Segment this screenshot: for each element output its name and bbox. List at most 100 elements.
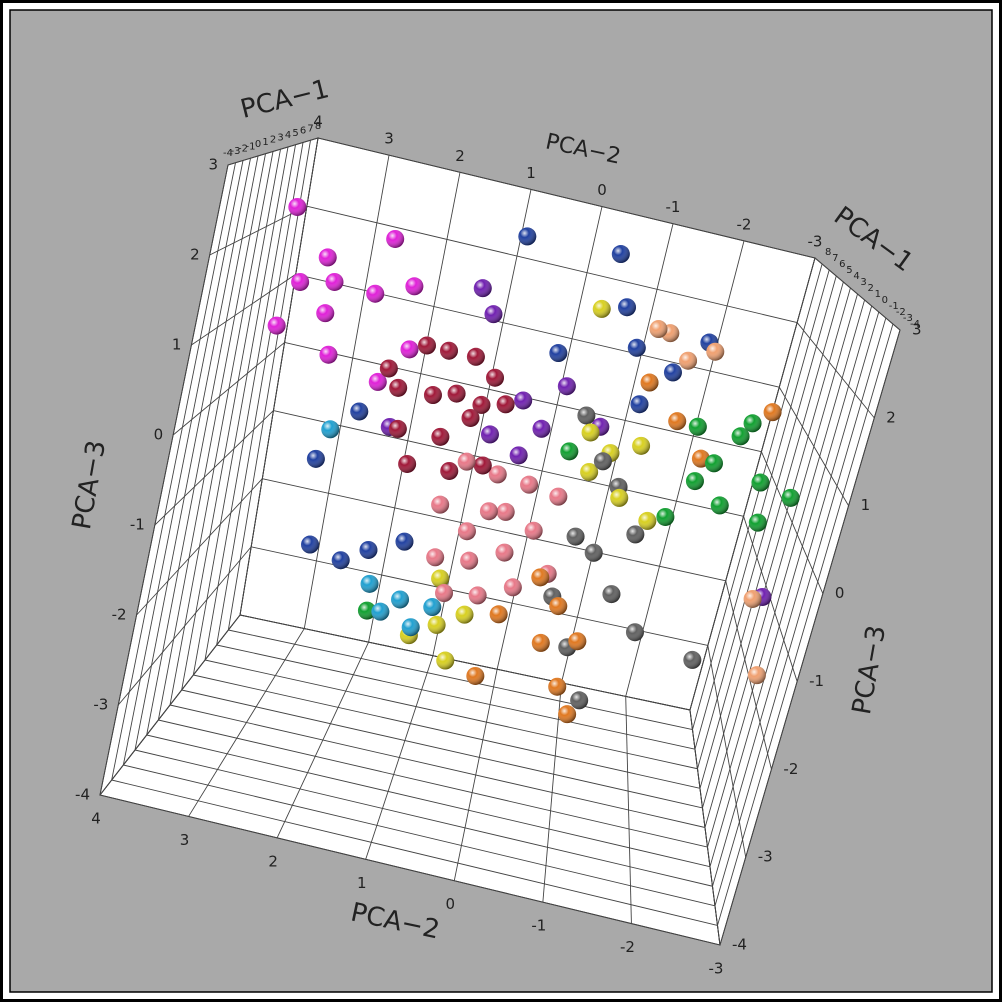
y-tick-label: 4 <box>91 810 101 828</box>
grid-line <box>204 659 698 770</box>
x-tick-label: -3 <box>231 146 241 157</box>
grid-line <box>169 704 706 828</box>
point-shade <box>610 488 629 507</box>
z-tick-label: 1 <box>861 496 871 514</box>
point-shade <box>439 341 458 360</box>
y-tick-label: -3 <box>709 960 724 978</box>
x-tick-label: 4 <box>853 271 859 282</box>
z-tick-label: 2 <box>190 246 200 264</box>
point-shade <box>618 298 637 317</box>
point-shade <box>466 347 485 366</box>
point-shade <box>656 507 675 526</box>
point-shade <box>319 345 338 364</box>
grid-line <box>134 158 251 751</box>
z-tick-label: 3 <box>912 321 922 339</box>
point-shade <box>388 419 407 438</box>
point-shade <box>503 578 522 597</box>
x-tick-label: 0 <box>882 295 888 306</box>
point-shade <box>360 574 379 593</box>
point-shade <box>447 384 466 403</box>
x-tick-label: -4 <box>910 319 920 330</box>
point-shade <box>357 601 376 620</box>
point-shade <box>395 532 414 551</box>
point-shade <box>630 395 649 414</box>
point-shade <box>389 378 408 397</box>
point-shade <box>484 305 503 324</box>
z-tick-label: 2 <box>886 408 896 426</box>
point-shade <box>520 475 539 494</box>
grid-line <box>239 137 319 616</box>
y-tick-label: -1 <box>531 917 546 935</box>
y-tick-label: 2 <box>455 147 465 165</box>
x-tick-label: -1 <box>889 301 899 312</box>
x-tick-label: -3 <box>903 313 913 324</box>
grid-line <box>157 153 266 721</box>
y-tick-label: -2 <box>737 215 752 233</box>
grid-line <box>432 189 532 656</box>
grid-line <box>181 149 281 691</box>
point-shade <box>548 677 567 696</box>
grid-line <box>694 269 830 750</box>
point-shade <box>306 449 325 468</box>
point-shade <box>549 344 568 363</box>
point-shade <box>368 372 387 391</box>
point-shade <box>560 442 579 461</box>
x-tick-label: 1 <box>262 137 268 148</box>
panels <box>99 137 901 946</box>
point-shade <box>570 691 589 710</box>
point-shade <box>580 462 599 481</box>
y-tick-label: -2 <box>620 938 635 956</box>
grid-line <box>709 305 873 867</box>
grid-line <box>216 142 304 646</box>
grid-line <box>146 155 259 736</box>
point-shade <box>549 597 568 616</box>
point-shade <box>592 299 611 318</box>
z-tick-label: -4 <box>75 786 90 804</box>
point-shade <box>371 602 390 621</box>
point-shade <box>366 284 385 303</box>
grid-line <box>192 146 289 676</box>
point-shade <box>558 705 577 724</box>
grid-line <box>122 160 244 766</box>
grid-line <box>697 275 837 769</box>
y-tick-label: 0 <box>446 895 456 913</box>
x-tick-label: -2 <box>238 144 248 155</box>
grid-line <box>181 689 703 809</box>
point-shade <box>350 402 369 421</box>
grid-line <box>99 794 721 946</box>
grid-line <box>699 281 844 789</box>
point-shade <box>331 551 350 570</box>
point-shade <box>685 472 704 491</box>
point-shade <box>488 465 507 484</box>
x-tick-label: 5 <box>846 265 852 276</box>
z-tick-label: 1 <box>172 336 182 354</box>
z-tick-label: 0 <box>154 426 164 444</box>
point-shade <box>602 585 621 604</box>
grid-line <box>303 155 390 629</box>
point-shade <box>321 420 340 439</box>
grid-line <box>317 137 816 259</box>
point-shade <box>391 590 410 609</box>
point-shade <box>640 373 659 392</box>
point-shade <box>426 548 445 567</box>
point-shade <box>427 615 446 634</box>
point-shade <box>405 277 424 296</box>
grid-line <box>216 644 696 750</box>
x-tick-label: -1 <box>246 141 256 152</box>
x-tick-label: 3 <box>277 132 283 143</box>
point-shade <box>496 502 515 521</box>
point-shade <box>267 316 286 335</box>
point-shade <box>668 412 687 431</box>
grid-line <box>227 140 311 631</box>
point-shade <box>731 427 750 446</box>
grid-line <box>707 299 866 848</box>
point-shade <box>466 666 485 685</box>
y-tick-label: 4 <box>313 113 323 131</box>
point-shade <box>626 525 645 544</box>
grid-line <box>193 674 701 789</box>
point-shade <box>480 425 499 444</box>
point-shade <box>747 666 766 685</box>
grid-line <box>134 749 713 887</box>
point-shade <box>581 423 600 442</box>
z-tick-label: -2 <box>783 760 798 778</box>
